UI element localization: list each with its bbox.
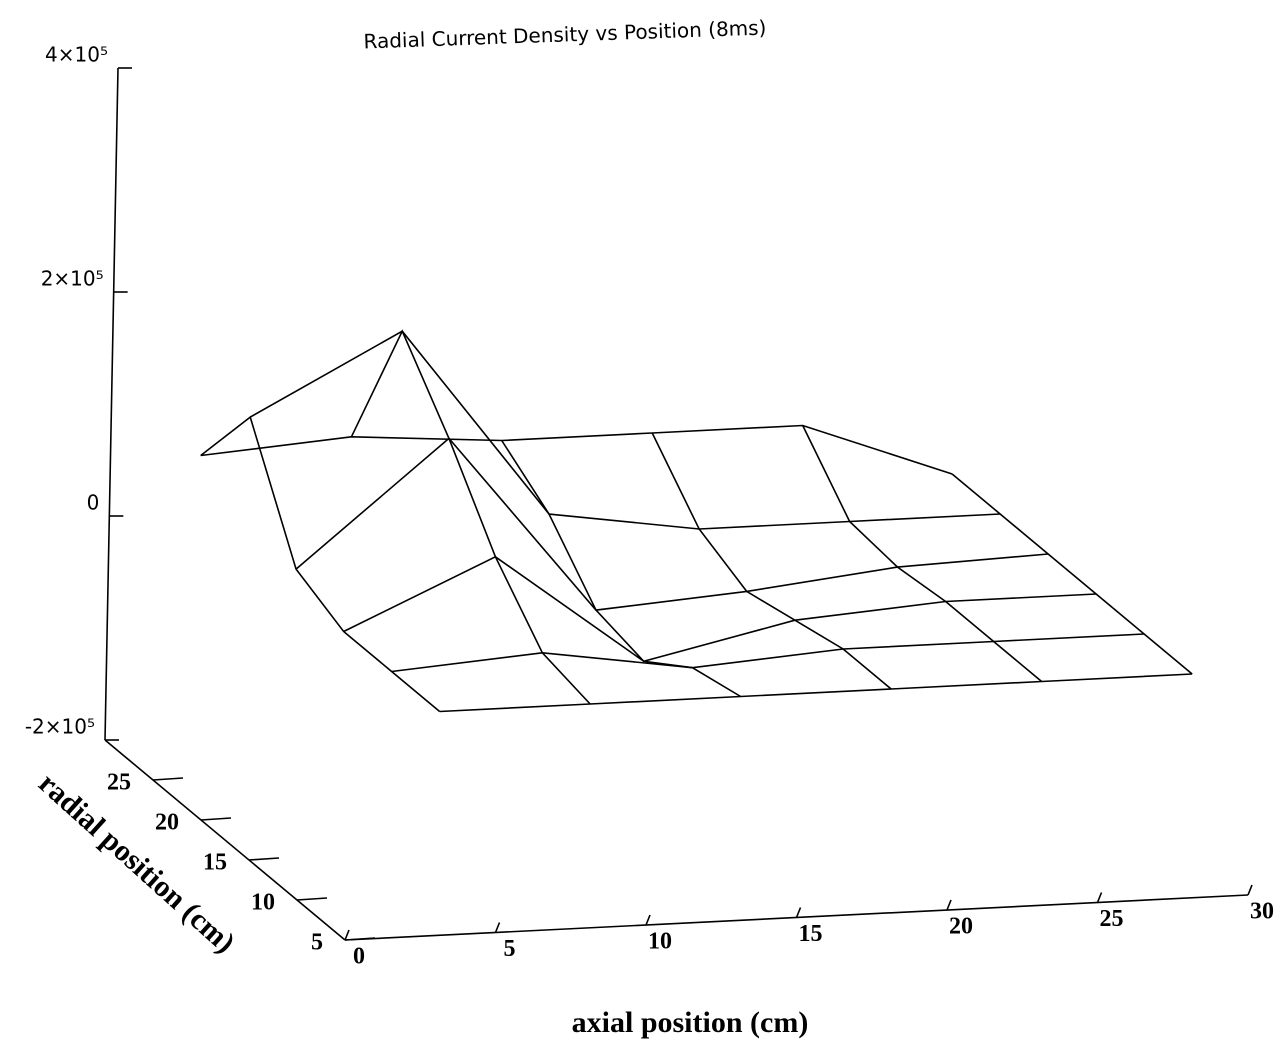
surface-column — [651, 432, 892, 690]
y-tick-label: 20 — [155, 810, 179, 836]
z-tick-label: 2×10⁵ — [41, 267, 104, 291]
x-tick — [795, 907, 802, 918]
x-tick — [1096, 892, 1103, 903]
x-tick-label: 20 — [949, 914, 973, 940]
surface-row — [295, 437, 1049, 611]
surface-column — [200, 415, 441, 713]
y-tick — [200, 817, 232, 821]
y-tick-label: 25 — [107, 770, 131, 796]
z-tick-label: 4×10⁵ — [45, 43, 108, 67]
surface-row — [200, 424, 953, 475]
surface-column — [951, 473, 1193, 675]
y-axis — [104, 739, 346, 941]
y-tick-label: 10 — [251, 890, 275, 916]
surface-row — [391, 633, 1145, 673]
z-axis — [104, 67, 119, 741]
z-tick-label: 0 — [87, 491, 100, 515]
y-tick — [248, 857, 280, 861]
y-tick — [152, 777, 184, 781]
surface-column — [501, 440, 742, 698]
z-tick-label: -2×10⁵ — [25, 715, 95, 739]
x-tick-label: 30 — [1250, 899, 1274, 925]
y-tick-label: 15 — [203, 850, 227, 876]
x-tick-label: 25 — [1100, 906, 1124, 932]
x-tick — [946, 899, 952, 911]
x-tick-label: 10 — [648, 929, 672, 955]
y-tick — [296, 897, 328, 901]
surface-row — [343, 555, 1097, 663]
x-tick-label: 0 — [353, 944, 365, 970]
surface-row — [439, 673, 1193, 713]
x-axis-label: axial position (cm) — [572, 1006, 809, 1039]
surface-column — [350, 329, 591, 705]
y-tick-label: 5 — [311, 930, 323, 956]
surface-column — [801, 425, 1043, 683]
x-tick — [645, 914, 651, 926]
x-tick-label: 5 — [504, 936, 516, 962]
chart-title: Radial Current Density vs Position (8ms) — [363, 15, 767, 53]
y-tick — [344, 937, 376, 941]
x-tick-label: 15 — [799, 921, 823, 947]
x-tick — [344, 929, 350, 941]
surface-row — [249, 330, 1001, 530]
x-tick — [494, 922, 501, 933]
x-tick — [1247, 884, 1253, 896]
